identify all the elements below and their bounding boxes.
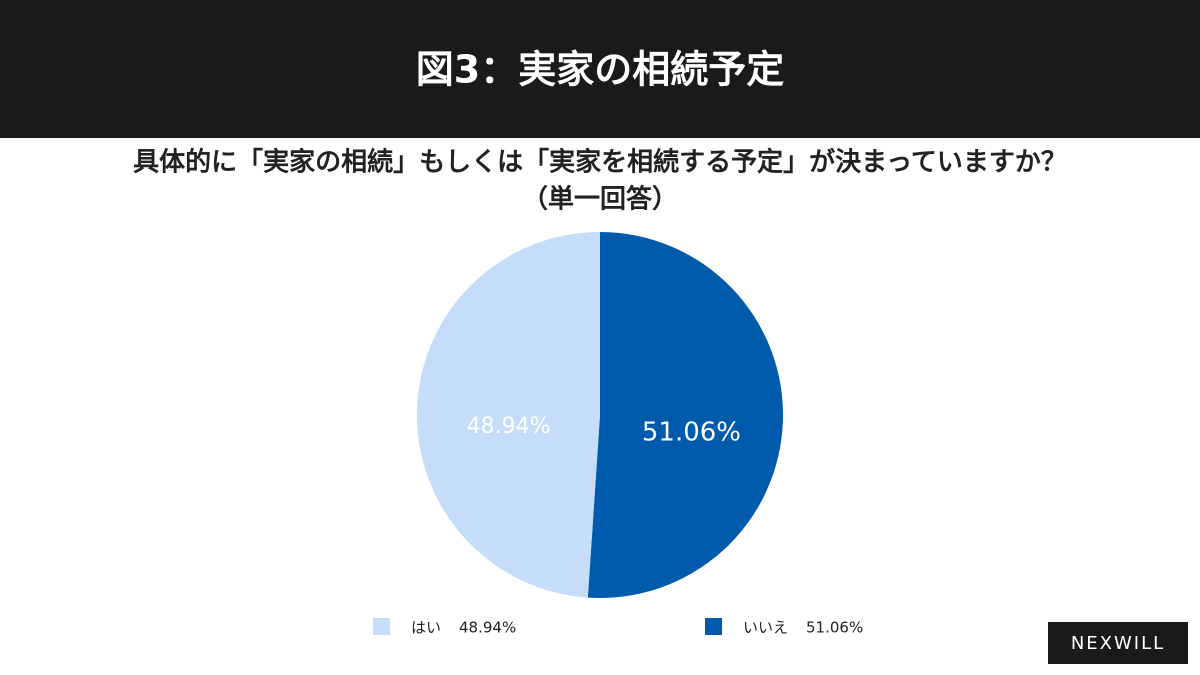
legend-label: はい <box>411 619 441 637</box>
legend-swatch <box>373 618 390 635</box>
header-band <box>0 0 1200 138</box>
header-title: 図3：実家の相続予定 <box>416 48 784 92</box>
legend-label: いいえ <box>743 619 788 637</box>
pie-slice <box>416 232 600 598</box>
chart-title: 具体的に「実家の相続」もしくは「実家を相続する予定」が決まっていますか？ <box>133 147 1067 178</box>
logo-box <box>1048 622 1188 664</box>
slice-label: 51.06% <box>642 418 741 448</box>
slice-label: 48.94% <box>467 414 551 439</box>
legend-value: 51.06% <box>806 619 863 637</box>
pie-slice <box>587 232 783 599</box>
chart-subtitle: （単一回答） <box>522 184 678 215</box>
legend-value: 48.94% <box>459 619 516 637</box>
legend-swatch <box>705 618 722 635</box>
logo: NEXWILL <box>1071 633 1165 654</box>
